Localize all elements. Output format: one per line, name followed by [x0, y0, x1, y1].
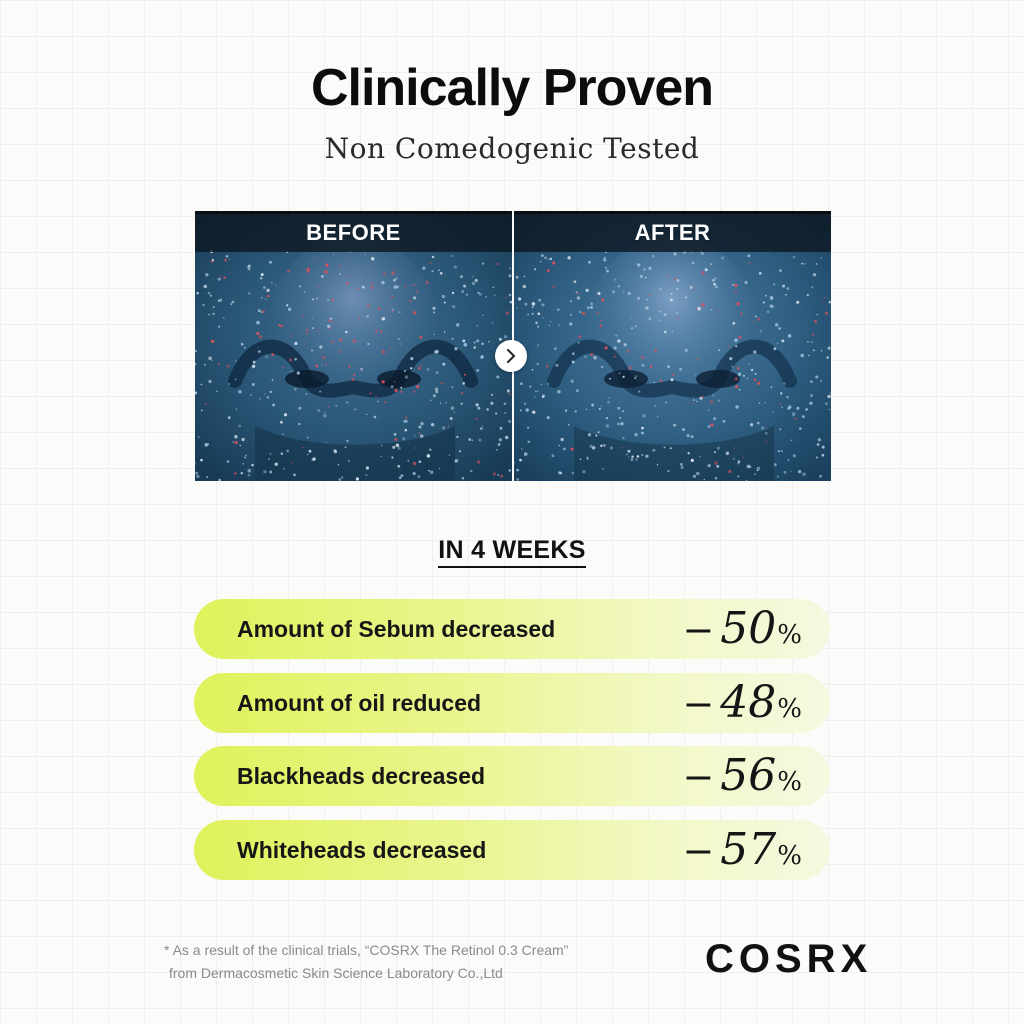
brand-logo: COSRX — [705, 937, 873, 981]
stat-label: Amount of oil reduced — [237, 690, 482, 716]
stat-value: −57% — [682, 824, 802, 875]
stat-pill: Amount of Sebum decreased −50% — [194, 599, 830, 659]
stat-value: −56% — [682, 750, 802, 801]
footnote: * As a result of the clinical trials, “C… — [164, 939, 568, 985]
before-photo — [195, 211, 512, 481]
after-photo — [514, 211, 831, 481]
chevron-right-icon[interactable] — [495, 340, 527, 372]
before-label: BEFORE — [195, 211, 512, 252]
before-panel: BEFORE — [195, 211, 512, 481]
stat-pill: Blackheads decreased −56% — [194, 746, 830, 806]
results-heading: IN 4 WEEKS — [0, 536, 1024, 568]
stat-label: Whiteheads decreased — [237, 837, 487, 863]
after-panel: AFTER — [514, 211, 831, 481]
footnote-line: from Dermacosmetic Skin Science Laborato… — [169, 965, 503, 981]
stat-value: −48% — [682, 677, 802, 728]
after-label: AFTER — [514, 211, 831, 252]
stat-value: −50% — [682, 603, 802, 654]
page-title: Clinically Proven — [310, 59, 714, 117]
page-subtitle: Non Comedogenic Tested — [324, 132, 700, 165]
stat-label: Blackheads decreased — [237, 763, 486, 789]
footnote-line: * As a result of the clinical trials, “C… — [164, 942, 569, 958]
stat-pill: Amount of oil reduced −48% — [194, 673, 830, 733]
stat-pill: Whiteheads decreased −57% — [194, 820, 830, 880]
stat-label: Amount of Sebum decreased — [237, 616, 556, 642]
